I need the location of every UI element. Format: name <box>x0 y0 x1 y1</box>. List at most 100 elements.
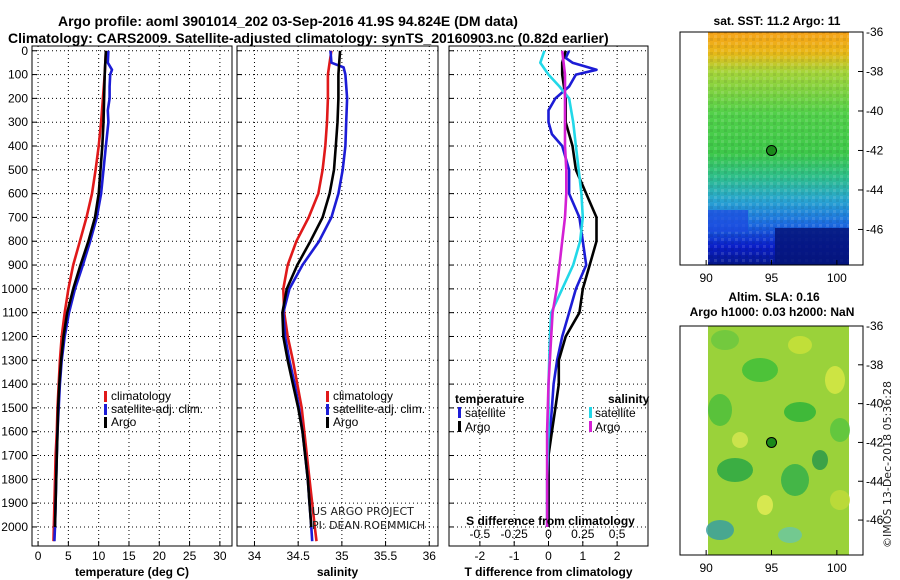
x-tick-label: -1 <box>509 549 520 563</box>
sla-anomaly-blobs <box>706 330 850 543</box>
sla-blob <box>812 450 828 470</box>
x-tick-label: 25 <box>183 549 197 563</box>
map-x-tick-label: 100 <box>827 271 847 285</box>
series-line-climatology <box>281 50 333 542</box>
map-x-tick-label: 95 <box>765 271 779 285</box>
map-x-tick-label: 95 <box>765 561 779 575</box>
legend-swatch <box>458 407 461 418</box>
credit-project: US ARGO PROJECT <box>312 505 414 518</box>
y-tick-label: 500 <box>8 163 28 177</box>
legend-swatch <box>458 421 461 432</box>
credit-timestamp: ©IMOS 13-Dec-2018 05:36:28 <box>881 381 894 548</box>
x-tick-label: 35 <box>335 549 349 563</box>
x-tick-label: 1 <box>579 549 586 563</box>
sla-blob <box>830 490 850 510</box>
title-line2: Climatology: CARS2009. Satellite-adjuste… <box>8 30 609 46</box>
map-y-tick-label: -40 <box>866 397 884 411</box>
x2-tick-label: 0.25 <box>571 527 595 541</box>
legend-swatch <box>326 391 329 402</box>
map-y-tick-label: -36 <box>866 25 884 39</box>
series-line-temperature-satellite <box>547 50 598 527</box>
sla-blob <box>788 336 812 354</box>
y-tick-label: 1400 <box>1 377 28 391</box>
x2-axis-label: S difference from climatology <box>466 514 635 528</box>
x-tick-label: 2 <box>614 549 621 563</box>
x-tick-label: 5 <box>65 549 72 563</box>
sla-argo-location-marker <box>766 436 777 448</box>
y-tick-label: 1500 <box>1 401 28 415</box>
map-y-tick-label: -36 <box>866 319 884 333</box>
x-tick-label: 36 <box>423 549 437 563</box>
sla-blob <box>778 527 802 543</box>
sla-blob <box>742 358 778 382</box>
legend-label: Argo <box>595 420 621 434</box>
x2-tick-label: -0.25 <box>501 527 529 541</box>
sla-blob <box>711 330 739 350</box>
x2-tick-label: 0.5 <box>609 527 626 541</box>
y-tick-label: 400 <box>8 139 28 153</box>
y-tick-label: 300 <box>8 115 28 129</box>
difference-panel: -2 -1 0 1 2 T difference from climatology -0.5… <box>448 45 650 579</box>
sla-blob <box>781 464 809 496</box>
legend-swatch <box>326 404 329 415</box>
x-tick-label: -2 <box>475 549 486 563</box>
x-axis-label: temperature (deg C) <box>75 565 189 579</box>
sla-blob <box>830 418 850 442</box>
map-y-tick-label: -44 <box>866 183 884 197</box>
sst-argo-location-marker <box>766 144 777 156</box>
map-y-tick-label: -46 <box>866 222 884 236</box>
sst-map: sat. SST: 11.2 Argo: 11 -36-38-40-42-44-… <box>679 14 884 285</box>
map-y-tick-label: -42 <box>866 143 884 157</box>
y-tick-label: 1300 <box>1 353 28 367</box>
y-tick-label: 1800 <box>1 472 28 486</box>
sla-blob <box>708 394 732 426</box>
legend-temperature-title: temperature <box>455 392 525 406</box>
credit-pi: PI: DEAN ROEMMICH <box>312 519 425 532</box>
sla-blob <box>757 495 773 515</box>
x-tick-label: 35.5 <box>374 549 398 563</box>
map-y-tick-label: -40 <box>866 104 884 118</box>
legend-label: satellite <box>465 406 506 420</box>
legend-label: satellite-adj. clim. <box>333 402 425 416</box>
x-axis-label: salinity <box>317 565 359 579</box>
y-tick-label: 1700 <box>1 449 28 463</box>
y-tick-label: 1900 <box>1 496 28 510</box>
salinity-panel: 34 34.5 35 35.5 36 salinity climatologysatelli… <box>236 45 439 579</box>
legend-label: Argo <box>333 415 359 429</box>
x-tick-label: 20 <box>153 549 167 563</box>
sla-blob <box>732 432 748 448</box>
x2-tick-label: -0.5 <box>470 527 491 541</box>
y-tick-label: 2000 <box>1 520 28 534</box>
sst-blue-patch <box>708 210 748 232</box>
x-tick-label: 10 <box>92 549 106 563</box>
map-x-tick-label: 100 <box>827 561 847 575</box>
sla-blob <box>706 520 734 540</box>
legend-label: satellite <box>595 406 636 420</box>
y-tick-label: 1100 <box>2 306 28 320</box>
x-tick-label: 0 <box>35 549 42 563</box>
map-y-tick-label: -44 <box>866 474 884 488</box>
series-line-argo <box>281 50 342 528</box>
y-tick-label: 0 <box>21 44 28 58</box>
legend-label: satellite-adj. clim. <box>111 402 203 416</box>
sla-map: Altim. SLA: 0.16 Argo h1000: 0.03 h2000:… <box>679 290 884 575</box>
series-line-argo <box>53 50 108 528</box>
x-tick-label: 15 <box>122 549 136 563</box>
map-y-tick-label: -42 <box>866 435 884 449</box>
map-y-tick-label: -38 <box>866 358 884 372</box>
series-line-salinity-argo <box>545 50 568 527</box>
sla-blob <box>784 402 816 422</box>
legend-label: Argo <box>111 415 137 429</box>
legend-label: climatology <box>333 389 393 403</box>
legend-salinity-title: salinity <box>608 392 650 406</box>
x-tick-label: 30 <box>213 549 227 563</box>
legend-swatch <box>326 417 329 428</box>
x-tick-label: 34 <box>248 549 262 563</box>
plot-frame <box>31 45 233 547</box>
y-tick-label: 900 <box>8 258 28 272</box>
legend-swatch <box>104 417 107 428</box>
sst-map-axes: -36 -38 -40 -42 -44 -46 90 95 100 <box>679 25 884 285</box>
legend-label: Argo <box>465 420 491 434</box>
sst-cold-patch <box>775 228 849 265</box>
